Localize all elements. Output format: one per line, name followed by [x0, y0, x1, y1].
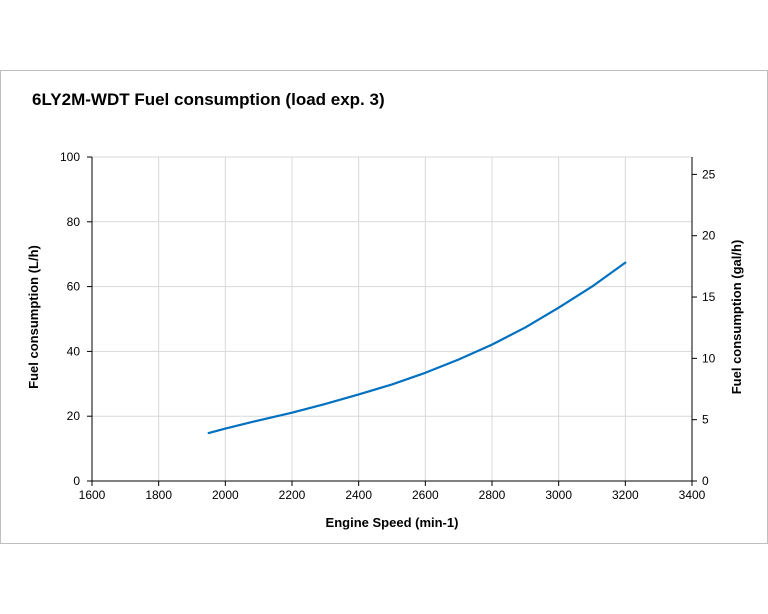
y-tick-label: 80	[67, 215, 81, 229]
x-tick-label: 3400	[679, 488, 706, 502]
x-tick-label: 2000	[212, 488, 239, 502]
x-tick-label: 1600	[79, 488, 106, 502]
x-tick-label: 2400	[345, 488, 372, 502]
chart-title: 6LY2M-WDT Fuel consumption (load exp. 3)	[32, 90, 385, 109]
y-tick-label: 100	[60, 150, 80, 164]
x-tick-label: 3000	[545, 488, 572, 502]
y-tick-label: 20	[67, 409, 81, 423]
y2-tick-label: 15	[702, 290, 716, 304]
y2-axis-title: Fuel consumption (gal/h)	[729, 240, 744, 395]
tick-labels: 1600 1800 2000 2200 2400 2600 2800 3000 3200 3400…	[60, 150, 716, 502]
y-axis-title: Fuel consumption (L/h)	[26, 245, 41, 389]
y2-tick-label: 5	[702, 413, 709, 427]
plot-series	[207, 261, 627, 435]
axes	[87, 156, 697, 486]
y-tick-label: 60	[67, 280, 81, 294]
x-tick-label: 2200	[279, 488, 306, 502]
x-tick-label: 2800	[479, 488, 506, 502]
x-tick-label: 2600	[412, 488, 439, 502]
y2-tick-label: 10	[702, 351, 716, 365]
y2-tick-label: 0	[702, 474, 709, 488]
y2-tick-label: 20	[702, 229, 716, 243]
chart-frame	[0, 70, 768, 544]
x-tick-label: 1800	[145, 488, 172, 502]
y2-tick-label: 25	[702, 167, 716, 181]
series-line	[207, 261, 627, 435]
gridlines	[92, 156, 692, 481]
y-tick-label: 40	[67, 344, 81, 358]
y-tick-label: 0	[73, 474, 80, 488]
x-tick-label: 3200	[612, 488, 639, 502]
x-axis-title: Engine Speed (min-1)	[326, 515, 459, 530]
